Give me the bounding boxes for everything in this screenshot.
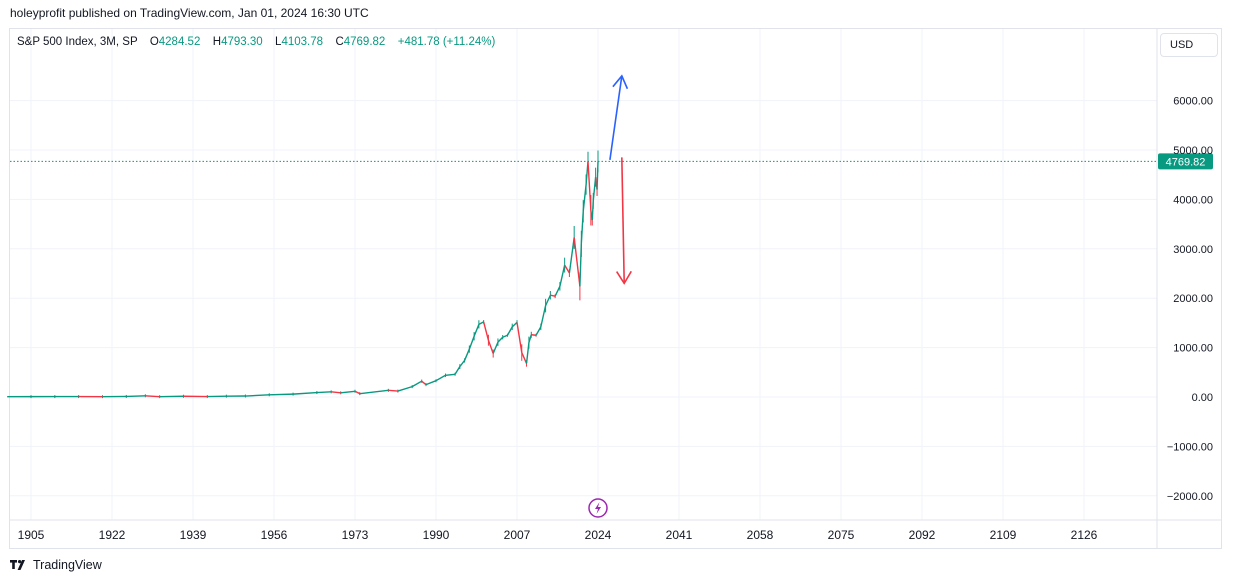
price-segment <box>316 391 332 394</box>
legend-low-label: L <box>275 36 282 48</box>
price-segment <box>359 389 389 395</box>
price-segment <box>459 360 466 368</box>
price-segment <box>497 336 504 343</box>
price-segment <box>521 352 528 364</box>
x-tick-label: 2075 <box>828 528 855 542</box>
price-segment <box>435 374 446 382</box>
price-segment <box>397 385 413 392</box>
y-tick-label: 1000.00 <box>1173 343 1213 355</box>
y-tick-label: 0.00 <box>1192 392 1213 404</box>
legend-symbol: S&P 500 Index, 3M, SP <box>17 36 138 48</box>
annotations: 4769.82 <box>10 74 1213 518</box>
price-segment <box>516 322 523 353</box>
y-tick-label: 6000.00 <box>1173 96 1213 108</box>
price-segment <box>554 286 561 297</box>
x-tick-label: 2058 <box>747 528 774 542</box>
y-tick-label: −1000.00 <box>1167 441 1213 453</box>
price-segment <box>463 348 470 361</box>
legend-close: 4769.82 <box>343 36 386 48</box>
x-tick-label: 1990 <box>423 528 450 542</box>
price-segment <box>487 339 494 354</box>
x-tick-label: 2126 <box>1071 528 1098 542</box>
x-tick-label: 1939 <box>180 528 207 542</box>
legend-change: +481.78 (+11.24%) <box>397 36 496 48</box>
price-segment <box>559 264 566 287</box>
price-segment <box>269 393 294 396</box>
x-tick-label: 2007 <box>504 528 531 542</box>
price-segment <box>293 391 317 395</box>
price-segment <box>388 389 398 392</box>
price-segment <box>540 305 547 328</box>
y-tick-label: 4000.00 <box>1173 194 1213 206</box>
currency-button[interactable]: USD <box>1160 33 1218 57</box>
up-arrow <box>609 75 623 160</box>
x-tick-label: 1956 <box>261 528 288 542</box>
y-tick-label: 5000.00 <box>1173 145 1213 157</box>
price-segment <box>445 373 456 376</box>
down-arrow <box>621 157 626 284</box>
legend-open: 4284.52 <box>158 36 201 48</box>
symbol-legend: S&P 500 Index, 3M, SP O4284.52 H4793.30 … <box>17 36 495 48</box>
price-segment <box>145 395 160 398</box>
price-segment <box>468 335 475 350</box>
x-tick-label: 1922 <box>99 528 126 542</box>
x-tick-label: 2041 <box>666 528 693 542</box>
price-segment <box>502 334 508 338</box>
legend-high-label: H <box>212 36 222 48</box>
price-segment <box>126 395 146 398</box>
price-segment <box>550 294 556 297</box>
price-segment <box>245 394 270 397</box>
price-segment <box>568 237 575 274</box>
price-segment <box>544 294 551 306</box>
x-tick-label: 1973 <box>342 528 369 542</box>
price-segment <box>492 341 499 354</box>
legend-close-label: C <box>335 36 344 48</box>
chart-frame <box>9 28 1222 549</box>
price-segment <box>482 321 490 341</box>
price-series <box>7 150 599 399</box>
tradingview-logo-icon <box>10 560 25 570</box>
down-arrow-head <box>615 270 632 285</box>
footer-brand: TradingView <box>33 558 102 572</box>
price-segment <box>354 390 361 395</box>
price-segment <box>340 390 356 394</box>
publish-info: holeyprofit published on TradingView.com… <box>10 6 369 20</box>
price-segment <box>478 321 484 326</box>
x-tick-label: 2092 <box>909 528 936 542</box>
y-tick-label: −2000.00 <box>1167 491 1213 503</box>
legend-low: 4103.78 <box>281 36 324 48</box>
y-tick-label: 2000.00 <box>1173 293 1213 305</box>
up-arrow-head <box>612 74 629 90</box>
price-segment <box>473 324 480 337</box>
price-segment <box>411 380 423 388</box>
lightning-bolt-glyph <box>595 502 601 514</box>
price-segment <box>421 380 427 386</box>
grid <box>10 29 1157 520</box>
axes: 6000.00 5000.00 4000.00 3000.00 2000.00 1000.… <box>10 29 1222 548</box>
price-segment <box>331 391 341 394</box>
tradingview-footer: TradingView <box>10 558 102 572</box>
last-price-tag <box>1158 153 1213 170</box>
price-segment <box>511 321 518 328</box>
price-segment <box>425 380 437 386</box>
x-tick-label: 2024 <box>585 528 612 542</box>
legend-high: 4793.30 <box>221 36 263 48</box>
x-tick-label: 2109 <box>990 528 1017 542</box>
last-price-label: 4769.82 <box>1166 156 1206 168</box>
price-segment <box>564 264 571 274</box>
price-segment <box>506 326 513 336</box>
price-segment <box>573 237 581 287</box>
price-segment <box>454 366 461 375</box>
price-segment <box>535 326 542 336</box>
x-tick-label: 1905 <box>18 528 45 542</box>
y-tick-label: 3000.00 <box>1173 244 1213 256</box>
legend-open-label: O <box>149 36 159 48</box>
